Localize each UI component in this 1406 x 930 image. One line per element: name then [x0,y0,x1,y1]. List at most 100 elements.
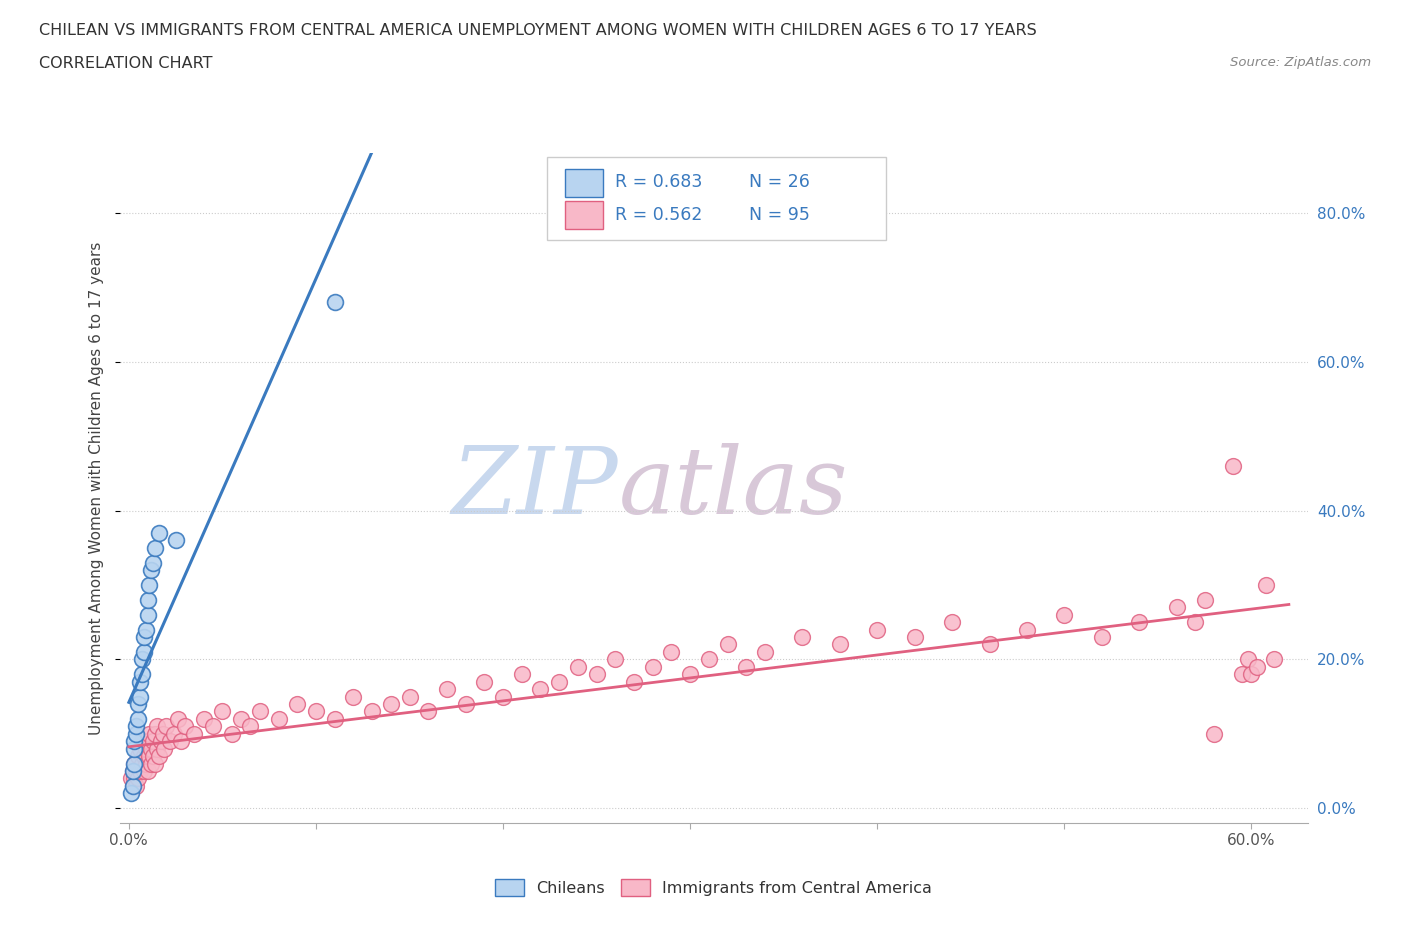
Point [124,741,146,756]
Point [1015,622,1038,637]
Point [129,689,152,704]
Point [202,719,225,734]
Point [716,637,738,652]
Bar [565,169,603,197]
Point [979,637,1001,652]
Point [124,771,146,786]
Text: Source: ZipAtlas.com: Source: ZipAtlas.com [1230,56,1371,69]
Point [155,719,177,734]
Point [135,622,157,637]
Point [1128,615,1150,630]
Point [828,637,851,652]
Point [697,652,720,667]
Point [135,756,157,771]
Point [121,778,143,793]
Point [229,711,252,726]
Point [146,719,169,734]
Point [398,689,420,704]
Point [153,741,176,756]
Point [305,704,328,719]
Point [735,659,758,674]
Point [641,659,664,674]
Point [380,697,402,711]
Point [127,771,149,786]
Point [1166,600,1188,615]
Point [148,525,170,540]
Point [1184,615,1206,630]
Point [121,764,143,778]
Point [183,726,205,741]
Point [152,726,174,741]
Point [1236,652,1258,667]
Point [1053,607,1076,622]
Point [129,674,152,689]
Point [132,644,155,659]
Point [124,756,146,771]
Point [121,778,143,793]
Point [1230,667,1253,682]
Point [136,592,159,607]
Point [941,615,963,630]
Point [136,764,159,778]
Point [120,771,142,786]
Point [136,734,159,749]
Point [170,734,193,749]
Point [193,711,215,726]
Point [129,741,152,756]
Point [141,741,163,756]
Point [159,734,181,749]
Point [132,630,155,644]
Point [135,741,157,756]
Point [529,682,551,697]
Point [127,697,149,711]
Text: R = 0.683: R = 0.683 [614,173,703,192]
Point [221,726,243,741]
Point [1263,652,1285,667]
Point [454,697,477,711]
Text: N = 26: N = 26 [749,173,810,192]
Point [136,607,159,622]
Point [166,711,188,726]
Point [623,674,645,689]
Point [1222,458,1244,473]
Point [249,704,271,719]
Point [131,734,153,749]
Point [142,734,165,749]
Point [141,563,163,578]
Point [131,652,153,667]
Point [239,719,262,734]
Point [163,726,186,741]
Y-axis label: Unemployment Among Women with Children Ages 6 to 17 years: Unemployment Among Women with Children A… [89,242,104,735]
Point [267,711,290,726]
Point [142,555,165,570]
Point [146,741,169,756]
Text: atlas: atlas [619,444,848,533]
Point [138,726,160,741]
Point [121,764,143,778]
Point [127,711,149,726]
Point [125,719,148,734]
Point [143,726,166,741]
Point [174,719,197,734]
FancyBboxPatch shape [547,157,886,241]
Point [1240,667,1263,682]
Point [285,697,308,711]
Point [132,764,155,778]
Point [165,533,187,548]
Point [129,764,152,778]
Point [472,674,495,689]
Point [124,734,146,749]
Point [342,689,364,704]
Point [1256,578,1278,592]
Point [127,749,149,764]
Point [143,756,166,771]
Text: R = 0.562: R = 0.562 [614,206,703,224]
Point [792,630,814,644]
Text: CORRELATION CHART: CORRELATION CHART [39,56,212,71]
Point [548,674,571,689]
Point [131,667,153,682]
Text: N = 95: N = 95 [749,206,810,224]
Point [1194,592,1216,607]
Point [679,667,702,682]
Point [585,667,607,682]
